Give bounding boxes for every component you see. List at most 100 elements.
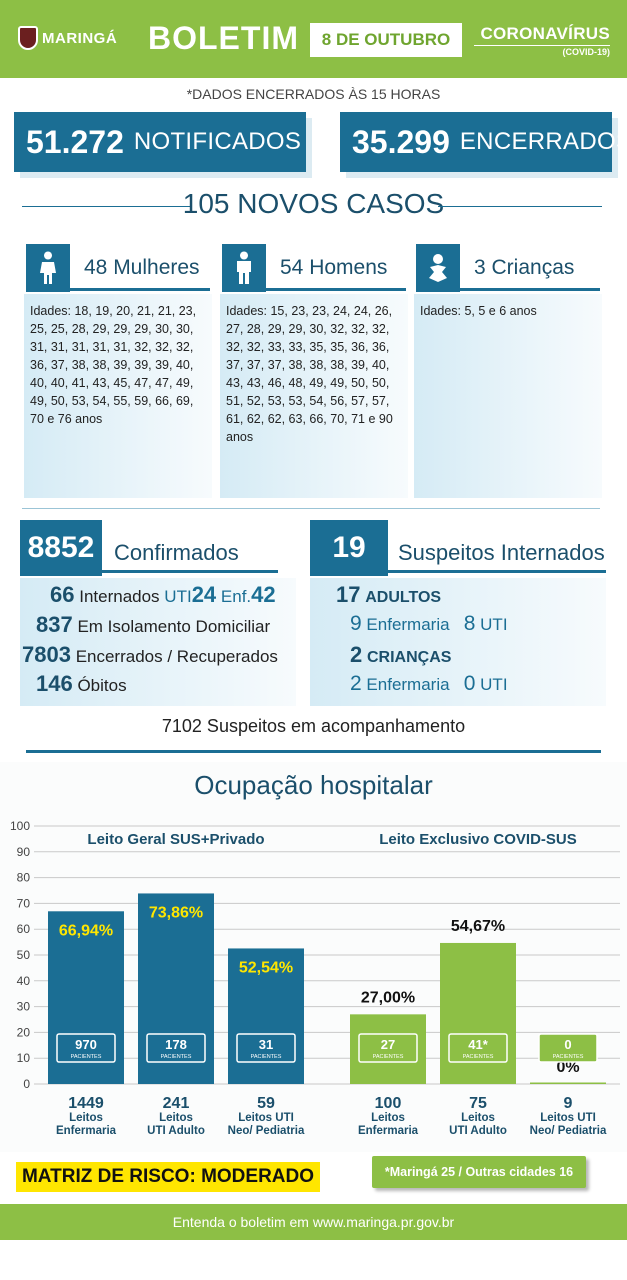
baby-icon [416, 244, 460, 292]
patients-badge-2-3 [538, 1033, 598, 1063]
y-tick-70: 70 [17, 896, 31, 910]
patients-label-1-2: PACIENTES [161, 1054, 192, 1060]
adults-value: 17 [336, 582, 361, 607]
kids-row: 2 CRIANÇAS [350, 642, 451, 668]
confirmed-label: Confirmados [114, 540, 239, 565]
children-card: 3 Crianças Idades: 5, 5 e 6 anos [414, 244, 602, 498]
coronavirus-subtitle: (COVID-19) [562, 47, 610, 57]
category-line1-2-2: Leitos [461, 1112, 495, 1124]
men-ages: Idades: 15, 23, 23, 24, 24, 26, 27, 28, … [226, 304, 393, 444]
kids-uti-value: 0 [463, 672, 476, 695]
category-total-2-3: 9 [564, 1095, 573, 1112]
closed-box: 35.299 ENCERRADOS [340, 112, 627, 172]
children-count: 3 Crianças [474, 256, 575, 279]
uti-value: 24 [191, 582, 217, 607]
category-line2-2-2: UTI Adulto [449, 1125, 507, 1137]
value-label-2-1: 27,00% [361, 989, 415, 1006]
confirmed-panel [20, 578, 296, 706]
bulletin-date: 8 DE OUTUBRO [310, 23, 462, 57]
value-label-1-2: 73,86% [149, 904, 203, 921]
kids-detail-row: 2 Enfermaria 0 UTI [350, 672, 508, 696]
patients-label-1-3: PACIENTES [251, 1054, 282, 1060]
suspects-panel [310, 578, 606, 706]
category-line1-1-3: Leitos UTI [238, 1112, 294, 1124]
patients-value-1-3: 31 [259, 1037, 273, 1052]
hospitalized-label: Internados [79, 587, 160, 606]
patients-badge-1-2 [146, 1033, 206, 1063]
patients-label-1-1: PACIENTES [71, 1054, 102, 1060]
recovered-value: 7803 [22, 642, 71, 667]
men-header: 54 Homens [220, 244, 408, 294]
isolation-row: 837 Em Isolamento Domiciliar [36, 612, 270, 638]
bar-2-2 [440, 942, 516, 1084]
new-cases-line-left [22, 206, 190, 207]
enf-value: 42 [251, 582, 276, 607]
new-cases-line-right [438, 206, 602, 207]
y-tick-0: 0 [23, 1077, 30, 1091]
category-line1-2-1: Leitos [371, 1112, 405, 1124]
value-label-2-2: 54,67% [451, 918, 505, 935]
recovered-label: Encerrados / Recuperados [75, 647, 278, 666]
suspects-label: Suspeitos Internados [398, 540, 605, 565]
category-line2-2-1: Enfermaria [358, 1125, 419, 1137]
closed-label: ENCERRADOS [459, 128, 627, 155]
kids-enf-label: Enfermaria [366, 675, 450, 694]
logo-text: MARINGÁ [42, 29, 118, 47]
value-label-1-1: 66,94% [59, 922, 113, 939]
category-line2-1-2: UTI Adulto [147, 1125, 205, 1137]
adults-uti-value: 8 [463, 612, 476, 635]
risk-matrix-badge: MATRIZ DE RISCO: MODERADO [16, 1162, 320, 1192]
men-rule [222, 288, 406, 291]
category-total-2-2: 75 [469, 1095, 487, 1112]
notified-box: 51.272 NOTIFICADOS [14, 112, 306, 172]
category-total-1-1: 1449 [68, 1095, 104, 1112]
category-line1-1-2: Leitos [159, 1112, 193, 1124]
women-count: 48 Mulheres [84, 256, 200, 279]
adults-enf-label: Enfermaria [366, 615, 450, 634]
group-title-2: Leito Exclusivo COVID-SUS [379, 831, 577, 848]
confirmed-rule [102, 570, 278, 573]
uti-label: UTI [164, 587, 192, 606]
kids-label: CRIANÇAS [366, 649, 452, 666]
category-total-1-3: 59 [257, 1095, 275, 1112]
patients-label-2-1: PACIENTES [373, 1054, 404, 1060]
data-note: *DADOS ENCERRADOS ÀS 15 HORAS [186, 86, 441, 102]
adults-label: ADULTOS [365, 589, 442, 606]
patients-badge-2-1 [358, 1033, 418, 1063]
suspects-rule [388, 570, 606, 573]
patients-value-1-2: 178 [165, 1037, 187, 1052]
women-header: 48 Mulheres [24, 244, 212, 294]
confirmed-value: 8852 [20, 520, 102, 576]
adults-detail-row: 9 Enfermaria 8 UTI [350, 612, 508, 636]
y-tick-60: 60 [17, 922, 31, 936]
patients-value-1-1: 970 [75, 1037, 97, 1052]
patients-label-2-2: PACIENTES [463, 1054, 494, 1060]
kids-uti-label: UTI [480, 675, 508, 694]
patients-value-2-3: 0 [564, 1037, 571, 1052]
coronavirus-label: CORONAVÍRUS (COVID-19) [474, 24, 610, 57]
deaths-value: 146 [36, 671, 73, 696]
adults-uti-label: UTI [480, 615, 508, 634]
isolation-value: 837 [36, 612, 73, 637]
footer-bar: Entenda o boletim em www.maringa.pr.gov.… [0, 1204, 627, 1240]
man-icon [222, 244, 266, 292]
hospitalized-row: 66 Internados UTI24 Enf.42 [50, 582, 276, 608]
women-card: 48 Mulheres Idades: 18, 19, 20, 21, 21, … [24, 244, 212, 498]
group-title-1: Leito Geral SUS+Privado [87, 831, 264, 848]
category-total-1-2: 241 [163, 1095, 190, 1112]
closed-value: 35.299 [352, 123, 450, 160]
patients-badge-1-1 [56, 1033, 116, 1063]
y-tick-90: 90 [17, 845, 31, 859]
recovered-row: 7803 Encerrados / Recuperados [22, 642, 278, 668]
adults-row: 17 ADULTOS [336, 582, 441, 608]
kids-enf-value: 2 [350, 672, 362, 695]
y-tick-20: 20 [17, 1025, 31, 1039]
category-line1-2-3: Leitos UTI [540, 1112, 596, 1124]
new-cases-title: 105 NOVOS CASOS [182, 188, 445, 219]
header-bar: MARINGÁ BOLETIM 8 DE OUTUBRO CORONAVÍRUS… [0, 0, 627, 78]
children-header: 3 Crianças [414, 244, 602, 294]
kids-value: 2 [350, 642, 363, 667]
value-label-1-3: 52,54% [239, 959, 293, 976]
enf-label: Enf. [220, 587, 252, 606]
